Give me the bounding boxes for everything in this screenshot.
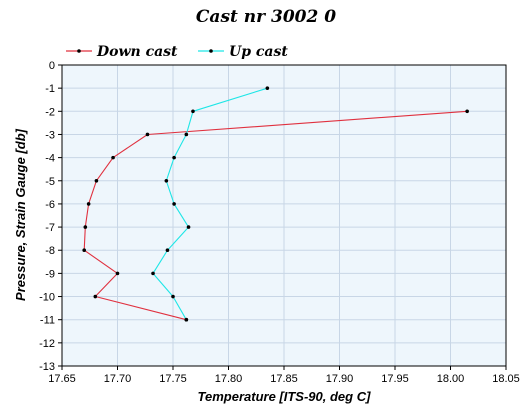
data-point-up-cast — [184, 317, 189, 322]
y-axis-label: Pressure, Strain Gauge [db] — [13, 128, 28, 301]
y-tick-label: -1 — [45, 83, 55, 95]
y-tick-label: -8 — [45, 245, 55, 257]
data-point-down-cast — [86, 202, 91, 206]
x-tick-label: 17.75 — [159, 373, 187, 385]
y-tick-label: -13 — [39, 361, 55, 373]
legend-label-up-cast: Up cast — [229, 44, 288, 60]
y-tick-label: -4 — [45, 153, 55, 165]
x-tick-label: 17.85 — [270, 373, 298, 385]
legend-marker-up-cast — [209, 49, 213, 53]
data-point-up-cast — [171, 294, 175, 299]
data-point-down-cast — [83, 225, 88, 229]
data-point-down-cast — [115, 271, 120, 276]
y-tick-label: -6 — [45, 199, 55, 211]
y-tick-label: -9 — [45, 268, 55, 280]
y-tick-label: -5 — [45, 176, 55, 188]
y-tick-label: -3 — [45, 129, 55, 141]
y-tick-label: -12 — [39, 338, 55, 350]
data-point-down-cast — [93, 294, 98, 299]
data-point-up-cast — [186, 225, 191, 229]
y-tick-label: -7 — [45, 222, 55, 234]
x-tick-label: 17.80 — [215, 373, 243, 385]
axis-ticks: 17.65 17.70 17.75 17.80 17.85 17.90 17.95 18.00… — [39, 60, 520, 385]
data-point-up-cast — [184, 132, 189, 137]
data-point-up-cast — [151, 271, 155, 276]
y-tick-label: -2 — [45, 106, 55, 118]
legend-marker-down-cast — [77, 49, 81, 53]
chart-legend: Down cast Up cast — [66, 44, 288, 60]
chart-title: Cast nr 3002 0 — [196, 7, 336, 27]
data-point-up-cast — [164, 178, 169, 183]
x-tick-label: 18.00 — [437, 373, 465, 385]
data-point-up-cast — [172, 155, 176, 160]
legend-label-down-cast: Down cast — [96, 44, 178, 60]
x-tick-label: 17.70 — [104, 373, 132, 385]
x-axis-label: Temperature [ITS-90, deg C] — [198, 389, 372, 404]
y-tick-label: 0 — [49, 60, 55, 72]
y-tick-label: -11 — [40, 315, 55, 327]
x-tick-label: 18.05 — [492, 373, 520, 385]
data-point-up-cast — [191, 109, 195, 114]
x-tick-label: 17.90 — [326, 373, 354, 385]
data-point-down-cast — [94, 178, 99, 183]
x-tick-label: 17.65 — [48, 373, 76, 385]
grid-lines — [62, 65, 506, 366]
data-point-up-cast — [172, 202, 176, 206]
x-tick-label: 17.95 — [381, 373, 409, 385]
legend-item-down-cast: Down cast — [66, 44, 178, 60]
data-point-down-cast — [82, 248, 86, 253]
data-point-up-cast — [165, 248, 170, 253]
y-tick-label: -10 — [39, 292, 55, 304]
data-point-up-cast — [265, 86, 270, 90]
data-point-down-cast — [111, 155, 115, 160]
series-layer — [82, 86, 469, 322]
series-line-down-cast — [83, 110, 468, 321]
data-point-down-cast — [465, 109, 469, 114]
legend-item-up-cast: Up cast — [198, 44, 288, 60]
data-point-down-cast — [145, 132, 150, 137]
